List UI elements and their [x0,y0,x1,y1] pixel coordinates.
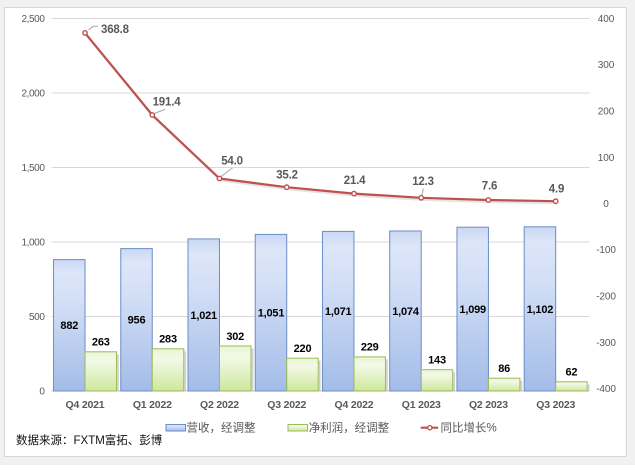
svg-text:62: 62 [565,367,577,379]
svg-text:4.9: 4.9 [549,184,564,196]
svg-text:1,000: 1,000 [21,238,45,249]
svg-text:1,071: 1,071 [325,306,352,318]
svg-text:400: 400 [598,14,615,25]
svg-text:Q1 2022: Q1 2022 [133,399,172,411]
svg-text:1,021: 1,021 [190,310,217,322]
svg-text:191.4: 191.4 [153,97,182,109]
svg-text:220: 220 [294,343,312,355]
svg-text:283: 283 [159,334,177,346]
svg-text:Q2 2023: Q2 2023 [469,399,508,411]
svg-text:956: 956 [128,315,146,327]
svg-text:35.2: 35.2 [276,170,298,182]
svg-text:净利润，经调整: 净利润，经调整 [309,421,390,435]
svg-text:12.3: 12.3 [412,176,434,188]
svg-text:200: 200 [598,107,615,118]
svg-text:1,099: 1,099 [459,304,486,316]
svg-text:882: 882 [60,320,78,332]
svg-text:2,500: 2,500 [21,14,45,25]
svg-text:300: 300 [598,60,615,71]
svg-text:302: 302 [226,331,244,343]
svg-text:229: 229 [361,342,379,354]
svg-text:7.6: 7.6 [482,181,497,193]
svg-text:368.8: 368.8 [101,24,130,36]
svg-text:0: 0 [603,199,609,210]
svg-text:1,102: 1,102 [527,304,554,316]
svg-text:营收，经调整: 营收，经调整 [187,421,256,435]
svg-text:数据来源：FXTM富拓、彭博: 数据来源：FXTM富拓、彭博 [16,433,163,447]
svg-text:500: 500 [29,312,45,323]
svg-text:Q4 2022: Q4 2022 [335,399,374,411]
svg-text:-400: -400 [596,384,616,395]
svg-text:2,000: 2,000 [21,89,45,100]
svg-text:Q3 2023: Q3 2023 [536,399,575,411]
svg-text:21.4: 21.4 [344,175,366,187]
svg-text:同比增长%: 同比增长% [441,421,497,435]
svg-text:Q4 2021: Q4 2021 [66,399,105,411]
svg-text:-100: -100 [596,245,616,256]
svg-text:100: 100 [598,153,615,164]
svg-text:-200: -200 [596,292,616,303]
svg-text:-300: -300 [596,338,616,349]
svg-text:1,051: 1,051 [258,308,285,320]
svg-text:86: 86 [498,363,510,375]
svg-text:143: 143 [428,355,446,367]
svg-text:263: 263 [92,337,110,349]
svg-text:54.0: 54.0 [221,156,243,168]
svg-text:Q2 2022: Q2 2022 [200,399,239,411]
svg-text:0: 0 [39,387,45,398]
svg-text:Q3 2022: Q3 2022 [267,399,306,411]
svg-text:Q1 2023: Q1 2023 [402,399,441,411]
svg-text:1,074: 1,074 [392,306,420,318]
svg-text:1,500: 1,500 [21,163,45,174]
